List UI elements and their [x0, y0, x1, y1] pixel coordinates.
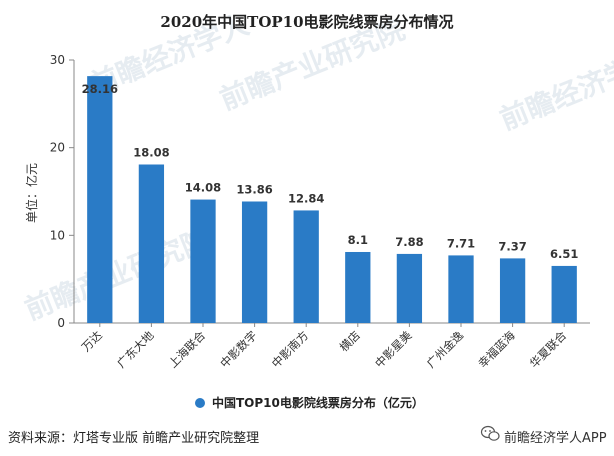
legend-label: 中国TOP10电影院线票房分布（亿元） — [212, 395, 424, 410]
bar-value-label: 13.86 — [236, 182, 272, 196]
x-tick-label: 幸福蓝海 — [475, 328, 518, 371]
legend-marker — [195, 398, 205, 408]
x-tick-label: 中影数字 — [217, 328, 259, 370]
bar-value-label: 18.08 — [133, 145, 169, 159]
x-tick-label: 横店 — [337, 328, 363, 354]
bar — [499, 258, 526, 323]
brand-name: 前瞻经济学人APP — [504, 430, 607, 446]
bar — [190, 199, 216, 323]
x-tick-label: 万达 — [79, 328, 106, 355]
watermark-text: 前瞻经济学人 — [495, 43, 614, 137]
bar — [345, 251, 371, 323]
bar-value-label: 14.08 — [185, 181, 221, 195]
bar — [396, 253, 423, 323]
brand-badge: 前瞻经济学人APP — [480, 425, 607, 446]
legend: 中国TOP10电影院线票房分布（亿元） — [195, 395, 424, 410]
x-tick-group: 万达 广东大地 上海联合 中影数字 中影南方 横店 中影星美 广州金逸 幸福蓝海 华夏联合 — [79, 323, 570, 371]
y-tick-label: 30 — [50, 53, 65, 67]
source-note: 资料来源：灯塔专业版 前瞻产业研究院整理 — [8, 430, 259, 446]
bar — [87, 76, 113, 323]
bar-group — [87, 76, 577, 323]
data-label-group: 28.16 18.08 14.08 13.86 12.84 8.1 7.88 7.71 7.37… — [82, 82, 579, 261]
bar-value-label: 7.37 — [498, 239, 526, 253]
chart-title: 2020年中国TOP10电影院线票房分布情况 — [160, 13, 453, 31]
y-tick-label: 20 — [50, 141, 65, 155]
bar-value-label: 8.1 — [348, 233, 368, 247]
y-tick-group: 0 10 20 30 — [50, 53, 74, 330]
x-tick-label: 上海联合 — [166, 328, 209, 371]
wechat-logo-icon — [480, 425, 500, 441]
x-tick-label: 中影星美 — [372, 328, 415, 371]
bar-value-label: 7.88 — [395, 235, 423, 249]
x-tick-label: 广州金逸 — [424, 328, 467, 371]
bar-value-label: 28.16 — [82, 82, 118, 96]
bar — [293, 210, 319, 323]
bar-value-label: 7.71 — [447, 236, 475, 250]
bar-value-label: 6.51 — [550, 247, 578, 261]
y-tick-label: 10 — [50, 228, 65, 242]
y-tick-label: 0 — [57, 316, 65, 330]
y-axis-label: 单位：亿元 — [24, 163, 39, 223]
bar — [448, 255, 474, 323]
bar — [551, 265, 577, 323]
bar — [138, 164, 165, 323]
bar-value-label: 12.84 — [288, 191, 324, 205]
x-tick-label: 中影南方 — [269, 328, 311, 370]
x-tick-label: 华夏联合 — [527, 328, 570, 371]
x-tick-label: 广东大地 — [114, 328, 157, 371]
bar — [241, 201, 268, 323]
